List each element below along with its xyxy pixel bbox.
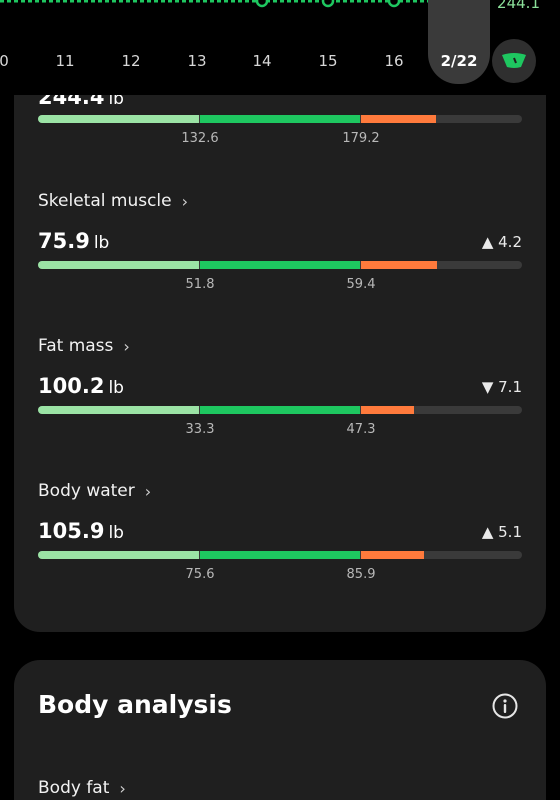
metric-value: 75.9 lb <box>38 229 110 253</box>
body-fat-item[interactable]: Body fat › <box>38 778 126 798</box>
metric-value: 100.2 lb <box>38 374 124 398</box>
metric-change: ▲ 5.1 <box>481 523 522 541</box>
range-tick: 75.6 <box>185 567 215 582</box>
range-tick: 179.2 <box>342 131 380 146</box>
range-tick: 59.4 <box>346 277 376 292</box>
metric-title[interactable]: Fat mass › <box>38 336 130 356</box>
section-title: Body analysis <box>38 690 232 719</box>
range-bar <box>38 551 522 559</box>
trend-value-label: 244.1 <box>497 0 540 12</box>
info-icon[interactable] <box>492 693 518 719</box>
metric-change: ▼ 7.1 <box>481 378 522 396</box>
date-item[interactable]: 16 <box>384 52 404 70</box>
range-tick: 51.8 <box>185 277 215 292</box>
scale-button[interactable] <box>492 39 536 83</box>
weight-metric[interactable]: 244.4 lb 132.6 179.2 <box>38 95 522 151</box>
date-item[interactable]: 14 <box>252 52 272 70</box>
date-item[interactable]: 11 <box>55 52 75 70</box>
range-tick: 33.3 <box>185 422 215 437</box>
selected-date[interactable]: 2/22 <box>440 52 478 70</box>
range-tick: 47.3 <box>346 422 376 437</box>
body-analysis-card: Body analysis Body fat › <box>14 660 546 800</box>
metric-value: 105.9 lb <box>38 519 124 543</box>
chevron-right-icon: › <box>181 191 189 211</box>
range-bar <box>38 406 522 414</box>
chevron-right-icon: › <box>144 481 152 501</box>
range-tick: 132.6 <box>181 131 219 146</box>
skeletal-muscle-metric[interactable]: Skeletal muscle › 75.9 lb ▲ 4.2 51.8 59.4 <box>38 191 522 301</box>
date-selector: 0 11 12 13 14 15 16 2/22 <box>0 0 560 92</box>
metric-value: 244.4 lb <box>38 95 124 109</box>
range-tick: 85.9 <box>346 567 376 582</box>
selected-date-pill[interactable] <box>428 0 490 84</box>
chevron-right-icon: › <box>123 336 130 356</box>
date-item[interactable]: 13 <box>187 52 207 70</box>
metric-title[interactable]: Skeletal muscle › <box>38 191 189 211</box>
scale-icon <box>502 53 526 68</box>
range-bar <box>38 261 522 269</box>
body-water-metric[interactable]: Body water › 105.9 lb ▲ 5.1 75.6 85.9 <box>38 481 522 591</box>
body-composition-card: 244.4 lb 132.6 179.2 Skeletal muscle › 75.… <box>14 95 546 632</box>
date-item[interactable]: 15 <box>318 52 338 70</box>
date-item[interactable]: 12 <box>121 52 141 70</box>
fat-mass-metric[interactable]: Fat mass › 100.2 lb ▼ 7.1 33.3 47.3 <box>38 336 522 446</box>
chevron-right-icon: › <box>119 778 126 798</box>
metric-title[interactable]: Body water › <box>38 481 152 501</box>
date-item[interactable]: 0 <box>0 52 9 70</box>
metric-change: ▲ 4.2 <box>481 233 522 251</box>
range-bar <box>38 115 522 123</box>
